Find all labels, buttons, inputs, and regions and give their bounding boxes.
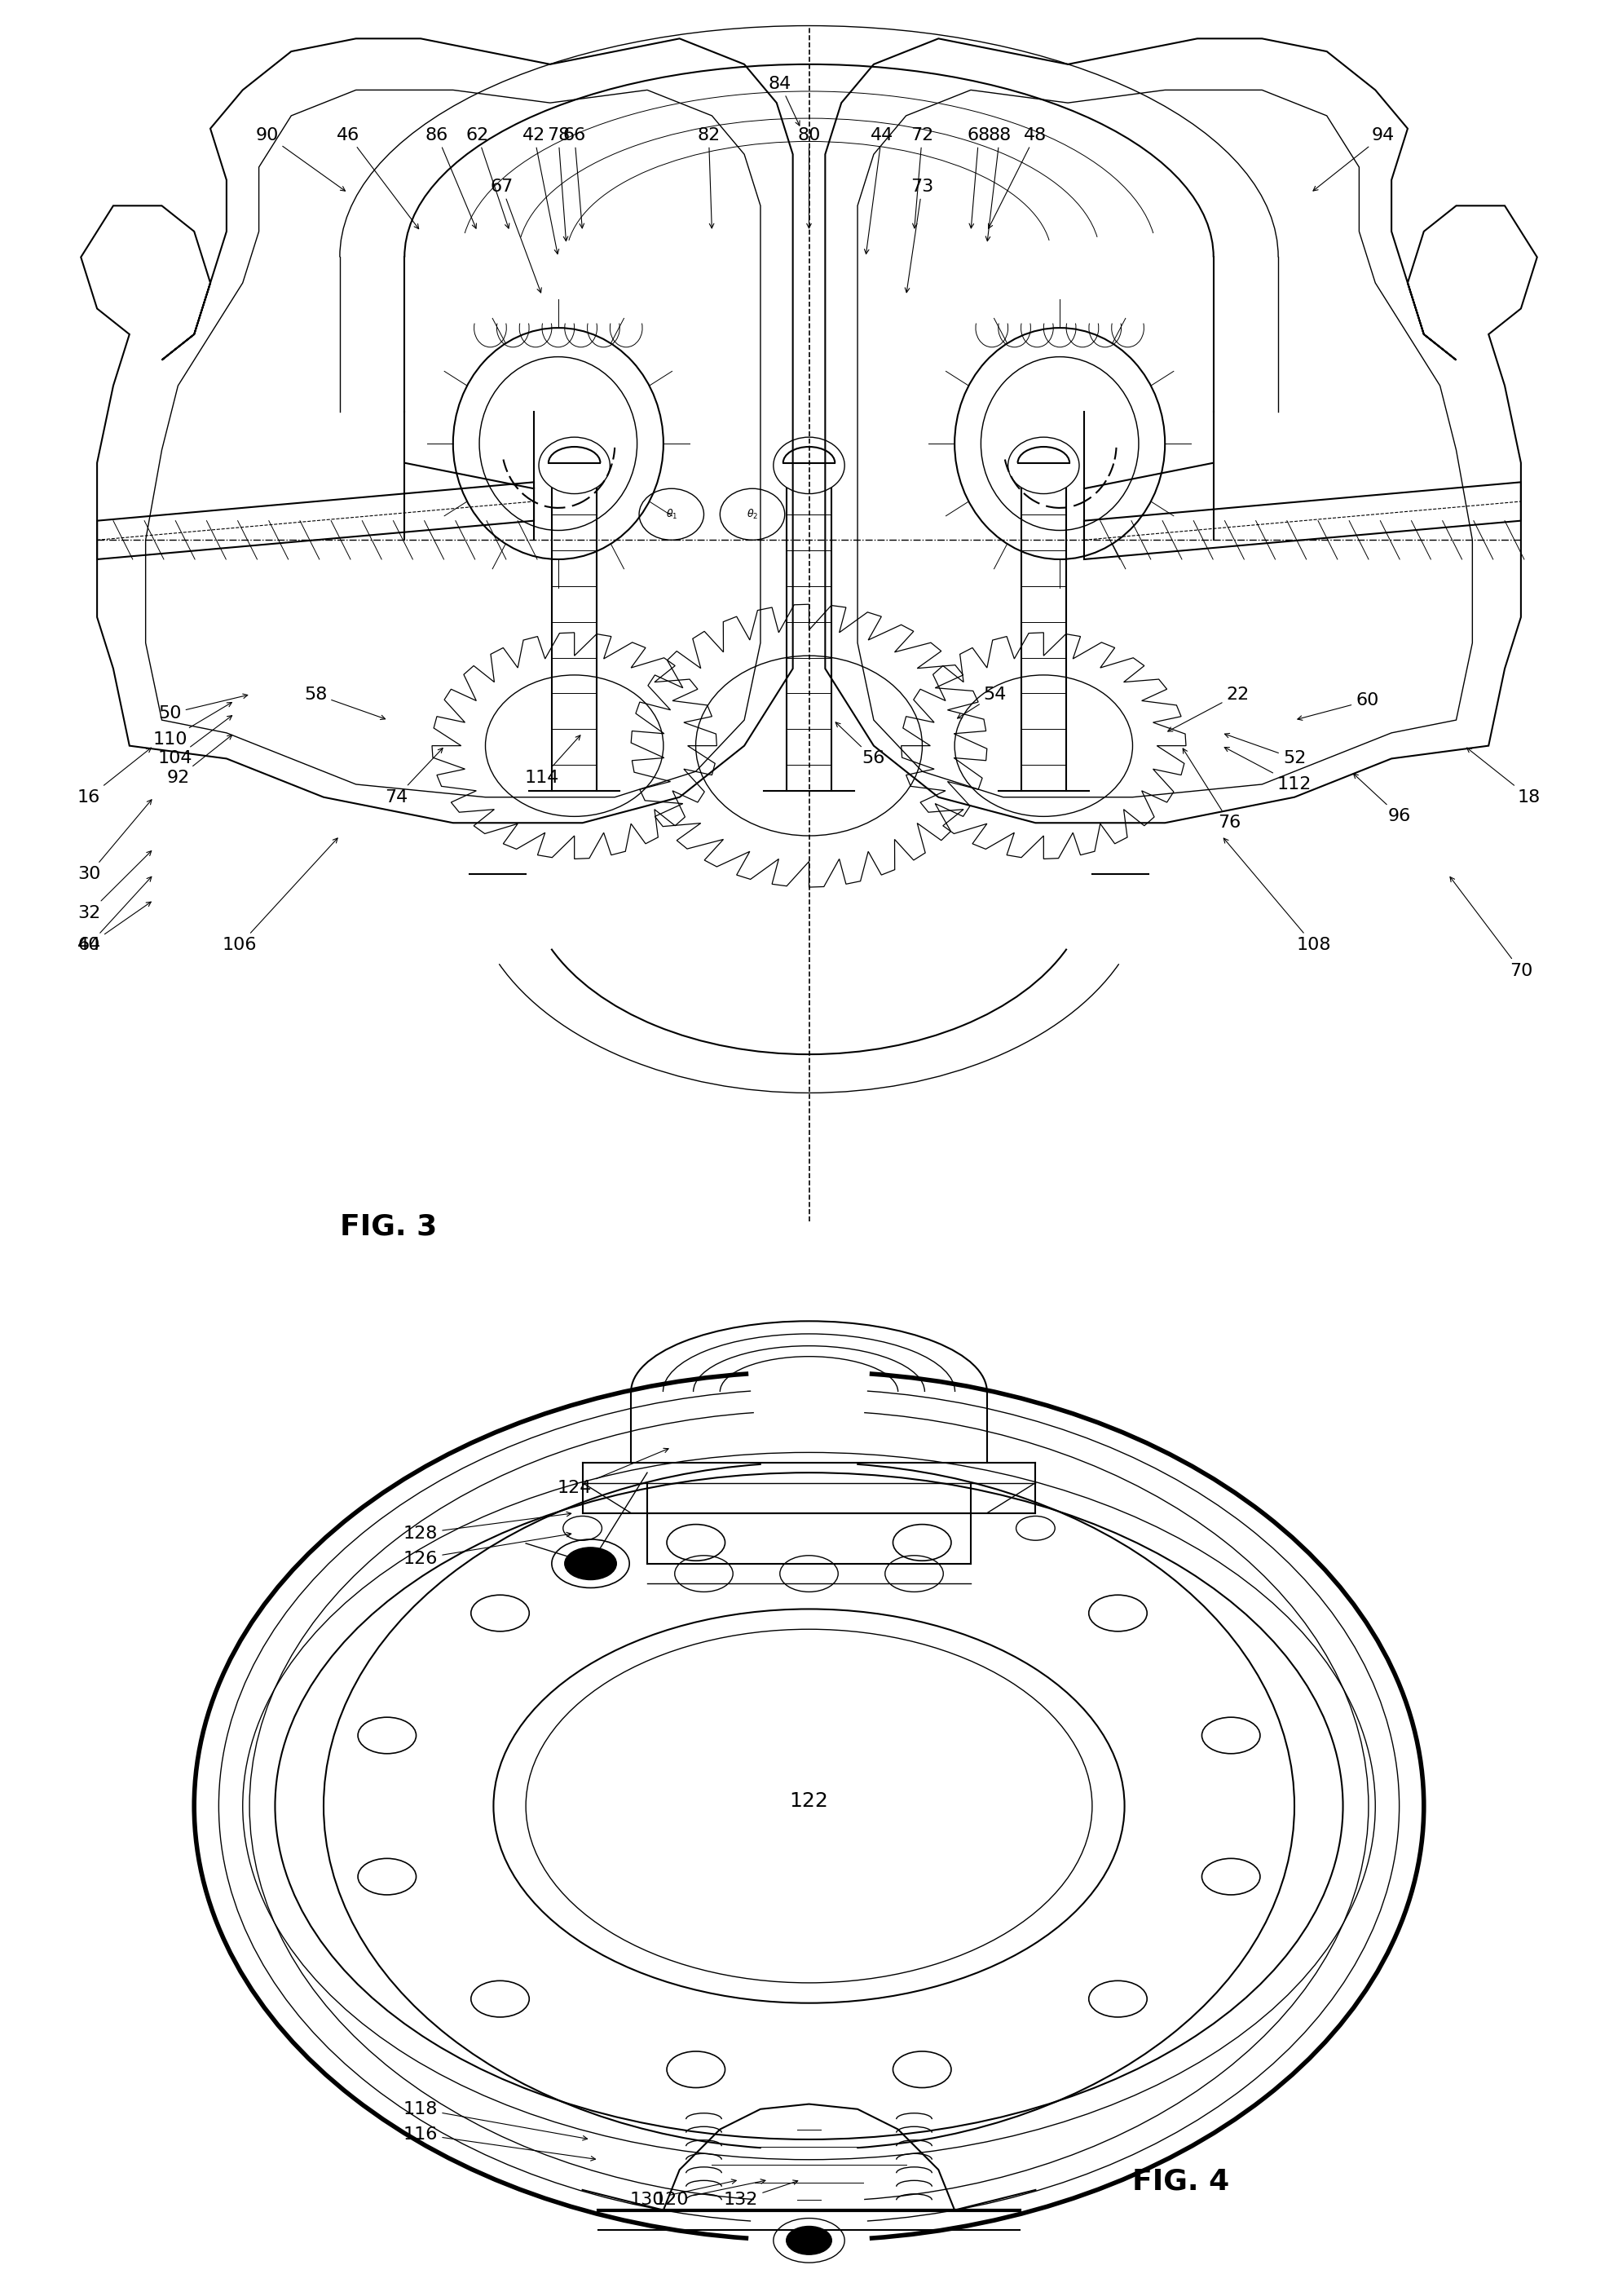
Text: 118: 118 — [403, 2101, 587, 2140]
Text: 88: 88 — [985, 126, 1011, 241]
Text: 52: 52 — [1225, 732, 1306, 767]
Text: 78: 78 — [547, 126, 570, 241]
Text: 116: 116 — [403, 2126, 595, 2161]
Text: 124: 124 — [557, 1449, 668, 1497]
Text: 73: 73 — [904, 179, 934, 292]
Text: 68: 68 — [968, 126, 990, 227]
Text: 60: 60 — [1298, 693, 1379, 721]
Text: 86: 86 — [426, 126, 476, 227]
Text: 30: 30 — [78, 799, 152, 882]
Text: 128: 128 — [403, 1511, 571, 1541]
Text: 40: 40 — [78, 902, 150, 953]
Text: 54: 54 — [958, 687, 1006, 719]
Text: 62: 62 — [466, 126, 510, 227]
Text: 106: 106 — [222, 838, 338, 953]
Text: 46: 46 — [337, 126, 419, 230]
Text: 94: 94 — [1314, 126, 1395, 191]
Text: 108: 108 — [1223, 838, 1332, 953]
Text: 50: 50 — [159, 693, 248, 721]
Text: $\theta_1$: $\theta_1$ — [665, 507, 678, 521]
Text: 74: 74 — [385, 748, 443, 806]
Text: 126: 126 — [403, 1531, 571, 1566]
Text: 122: 122 — [790, 1791, 828, 1812]
Text: 70: 70 — [1450, 877, 1532, 978]
Text: 104: 104 — [157, 716, 231, 767]
Text: 58: 58 — [304, 687, 385, 719]
Text: 56: 56 — [835, 723, 885, 767]
Circle shape — [786, 2227, 832, 2255]
Text: 84: 84 — [769, 76, 799, 126]
Text: 96: 96 — [1353, 774, 1411, 824]
Text: 132: 132 — [723, 2181, 798, 2209]
Text: 48: 48 — [989, 126, 1047, 230]
Text: 72: 72 — [911, 126, 934, 227]
Text: 18: 18 — [1468, 748, 1540, 806]
Text: 64: 64 — [78, 877, 152, 953]
Text: 22: 22 — [1168, 687, 1249, 732]
Text: 44: 44 — [864, 126, 893, 255]
Text: 90: 90 — [256, 126, 345, 191]
Text: 130: 130 — [629, 2179, 736, 2209]
Circle shape — [565, 1548, 616, 1580]
Text: $\theta_2$: $\theta_2$ — [746, 507, 759, 521]
Text: FIG. 3: FIG. 3 — [340, 1212, 437, 1240]
Text: 114: 114 — [524, 735, 581, 785]
Text: 110: 110 — [152, 703, 231, 748]
Text: 76: 76 — [1183, 748, 1241, 831]
Text: 82: 82 — [697, 126, 720, 227]
Text: 42: 42 — [523, 126, 558, 255]
Text: FIG. 4: FIG. 4 — [1133, 2167, 1230, 2195]
Text: 66: 66 — [563, 126, 586, 227]
Text: 112: 112 — [1225, 746, 1312, 792]
Text: 16: 16 — [78, 748, 150, 806]
Text: 32: 32 — [78, 852, 152, 921]
Text: 92: 92 — [167, 735, 231, 785]
Text: 120: 120 — [654, 2179, 765, 2209]
Text: 67: 67 — [490, 179, 542, 292]
Text: 80: 80 — [798, 126, 820, 227]
